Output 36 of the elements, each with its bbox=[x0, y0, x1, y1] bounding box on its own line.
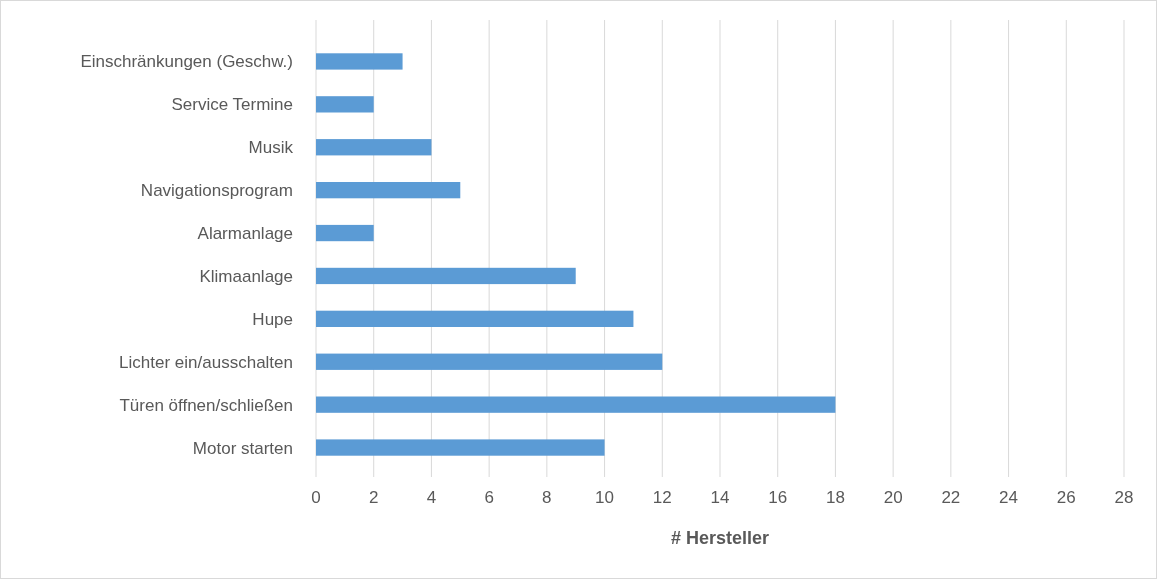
y-tick-label: Einschränkungen (Geschw.) bbox=[80, 52, 293, 72]
x-tick-label: 20 bbox=[883, 488, 903, 507]
y-tick-label: Türen öffnen/schließen bbox=[119, 395, 293, 415]
x-tick-label: 26 bbox=[1056, 488, 1076, 507]
bar bbox=[316, 53, 403, 70]
bar bbox=[316, 439, 605, 456]
x-tick-label: 4 bbox=[426, 488, 437, 507]
y-tick-label: Alarmanlage bbox=[197, 224, 293, 243]
bar bbox=[316, 353, 663, 370]
y-tick-label: Musik bbox=[248, 138, 294, 158]
bar bbox=[316, 139, 432, 156]
bar bbox=[316, 96, 374, 113]
x-tick-label: 12 bbox=[652, 488, 672, 507]
bar bbox=[316, 310, 634, 327]
x-tick-label: 28 bbox=[1114, 488, 1134, 507]
bar bbox=[316, 182, 461, 199]
x-tick-label: 8 bbox=[542, 488, 552, 507]
y-tick-label: Lichter ein/ausschalten bbox=[119, 352, 293, 372]
x-tick-label: 6 bbox=[484, 488, 494, 507]
x-tick-label: 14 bbox=[710, 488, 730, 507]
x-tick-label: 16 bbox=[768, 488, 788, 507]
y-tick-label: Klimaanlage bbox=[199, 266, 293, 286]
x-tick-label: 24 bbox=[999, 488, 1019, 507]
x-tick-label: 0 bbox=[311, 488, 321, 507]
y-tick-label: Service Termine bbox=[171, 95, 293, 115]
bar bbox=[316, 224, 374, 242]
x-tick-label: 18 bbox=[825, 488, 845, 507]
x-axis-title: # Hersteller bbox=[670, 528, 770, 548]
y-tick-label: Hupe bbox=[252, 309, 293, 329]
x-tick-label: 22 bbox=[941, 488, 961, 507]
x-tick-label: 10 bbox=[595, 488, 615, 507]
x-tick-label: 2 bbox=[368, 488, 379, 507]
y-tick-label: Navigationsprogram bbox=[140, 181, 293, 201]
bar bbox=[316, 267, 576, 285]
bar bbox=[316, 396, 836, 413]
y-tick-label: Motor starten bbox=[192, 438, 293, 458]
